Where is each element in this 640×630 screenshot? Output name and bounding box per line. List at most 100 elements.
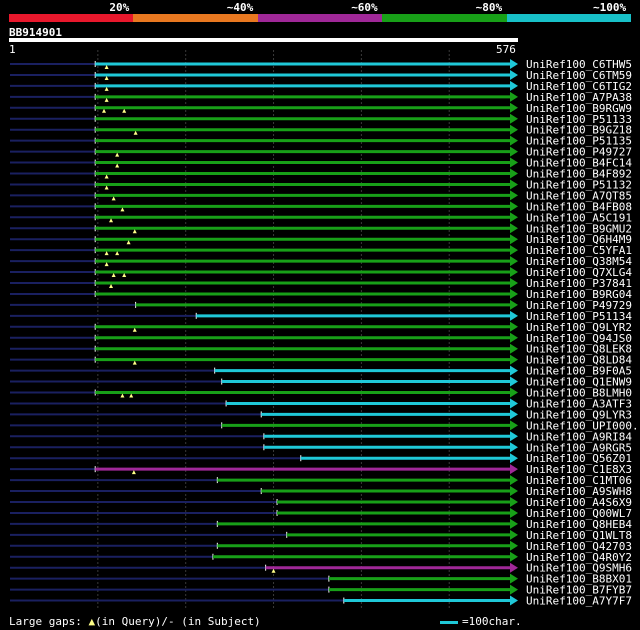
hit-arrow-icon: [510, 245, 518, 256]
gap-query-icon: [132, 229, 137, 234]
hit-label: UniRef100_C1MT06: [526, 474, 632, 487]
hit-label: UniRef100_Q1WLT8: [526, 529, 632, 542]
gap-query-icon: [115, 163, 120, 168]
hit-arrow-icon: [510, 562, 518, 573]
hit-label: UniRef100_Q38M54: [526, 255, 632, 268]
hit-arrow-icon: [510, 486, 518, 497]
hit-arrow-icon: [510, 442, 518, 453]
gap-query-icon: [104, 75, 109, 80]
hit-label: UniRef100_B7FYB7: [526, 584, 632, 597]
hit-arrow-icon: [510, 332, 518, 343]
legend-segment: [133, 14, 258, 22]
hit-arrow-icon: [510, 453, 518, 464]
hit-arrow-icon: [510, 551, 518, 562]
hit-arrow-icon: [510, 69, 518, 80]
gaps-prefix: Large gaps:: [9, 615, 89, 628]
gap-query-icon: [104, 174, 109, 179]
hit-label: UniRef100_P49727: [526, 146, 632, 159]
gaps-subject-text: - (in Subject): [167, 615, 261, 628]
gap-query-icon: [111, 196, 116, 201]
hit-arrow-icon: [510, 321, 518, 332]
hit-label: UniRef100_B9RGW9: [526, 102, 632, 115]
hit-arrow-icon: [510, 310, 518, 321]
hit-arrow-icon: [510, 256, 518, 267]
gap-query-icon: [122, 273, 127, 278]
hit-label: UniRef100_A7Y7F7: [526, 595, 632, 608]
query-id: BB914901: [9, 26, 62, 39]
hit-arrow-icon: [510, 168, 518, 179]
hit-arrow-icon: [510, 398, 518, 409]
hit-label: UniRef100_A7QT85: [526, 189, 632, 202]
hit-label: UniRef100_Q42703: [526, 540, 632, 553]
hit-arrow-icon: [510, 518, 518, 529]
hit-arrow-icon: [510, 146, 518, 157]
gap-query-icon: [132, 327, 137, 332]
hit-label: UniRef100_B9RG04: [526, 288, 632, 301]
gaps-legend: Large gaps: ▲(in Query)/- (in Subject): [9, 615, 261, 628]
hit-label: UniRef100_P51133: [526, 113, 632, 126]
hit-label: UniRef100_Q8LD84: [526, 354, 632, 367]
gap-query-icon: [104, 185, 109, 190]
hit-arrow-icon: [510, 113, 518, 124]
hit-label: UniRef100_B9F0A5: [526, 365, 632, 378]
hit-arrow-icon: [510, 420, 518, 431]
hit-label: UniRef100_Q8LEK8: [526, 343, 632, 356]
hit-arrow-icon: [510, 80, 518, 91]
legend-label: ~60%: [351, 1, 378, 14]
hit-arrow-icon: [510, 464, 518, 475]
gap-query-icon: [126, 240, 131, 245]
hit-arrow-icon: [510, 59, 518, 69]
hit-arrow-icon: [510, 365, 518, 376]
legend-segment: [382, 14, 507, 22]
hit-label: UniRef100_A7PA38: [526, 91, 632, 104]
hit-arrow-icon: [510, 157, 518, 168]
hit-arrow-icon: [510, 299, 518, 310]
hit-arrow-icon: [510, 102, 518, 113]
gap-query-icon: [104, 65, 109, 69]
query-bar: [9, 38, 518, 42]
hit-arrow-icon: [510, 529, 518, 540]
gap-query-icon: [109, 284, 114, 288]
hit-label: UniRef100_A4S6X9: [526, 496, 632, 509]
gap-query-icon: [104, 97, 109, 102]
gap-query-icon: [133, 130, 138, 135]
legend-label: 20%: [109, 1, 130, 14]
hit-label: UniRef100_UPI000..: [526, 419, 640, 432]
hit-label: UniRef100_Q1ENW9: [526, 376, 632, 389]
gap-query-icon: [101, 108, 106, 113]
hit-arrow-icon: [510, 376, 518, 387]
hit-arrow-icon: [510, 135, 518, 146]
hit-label: UniRef100_P51132: [526, 178, 632, 191]
hit-label: UniRef100_B8LMH0: [526, 387, 632, 400]
hit-label: UniRef100_Q94JS0: [526, 332, 632, 345]
gap-query-icon: [132, 360, 137, 365]
legend-segment: [506, 14, 631, 22]
hit-arrow-icon: [510, 234, 518, 245]
gap-query-icon: [120, 207, 125, 212]
hit-label: UniRef100_C5YFA1: [526, 244, 632, 257]
gap-query-icon: [122, 108, 127, 113]
hit-label: UniRef100_Q8HEB4: [526, 518, 632, 531]
hit-arrow-icon: [510, 179, 518, 190]
legend-label: ~40%: [226, 1, 254, 14]
scale-sample-icon: [440, 620, 458, 624]
identity-legend: 20% ~40% ~60% ~80% ~100%: [0, 0, 640, 24]
hit-label: UniRef100_Q00WL7: [526, 507, 632, 520]
hit-label: UniRef100_C6TIG2: [526, 80, 632, 93]
hit-arrow-icon: [510, 267, 518, 278]
hit-label: UniRef100_Q9SMH6: [526, 562, 632, 575]
hit-label: UniRef100_P51134: [526, 310, 632, 323]
hit-label: UniRef100_A9SWH8: [526, 485, 632, 498]
hit-arrow-icon: [510, 288, 518, 299]
hit-label: UniRef100_B4FC14: [526, 157, 632, 170]
gaps-query-text: (in Query)/: [95, 615, 168, 628]
query-start-tick: 1: [9, 43, 16, 56]
gap-query-icon: [271, 568, 276, 573]
hit-arrow-icon: [510, 475, 518, 486]
gap-query-icon: [115, 251, 120, 256]
hit-arrow-icon: [510, 91, 518, 102]
hit-label: UniRef100_P37841: [526, 277, 632, 290]
hit-label: UniRef100_Q9LYR2: [526, 321, 632, 334]
hit-label: UniRef100_B9GZ18: [526, 124, 632, 137]
